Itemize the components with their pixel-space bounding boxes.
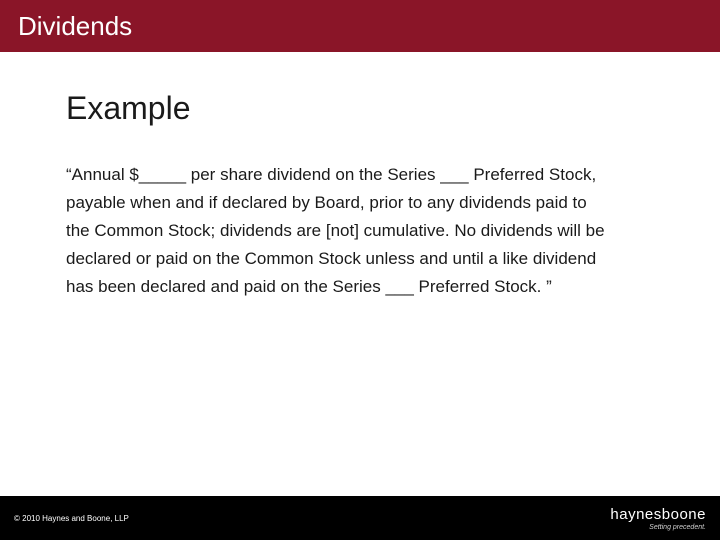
- body-text: “Annual $_____ per share dividend on the…: [66, 161, 606, 301]
- header-title: Dividends: [18, 11, 132, 42]
- logo-text-bold: boone: [662, 506, 706, 523]
- footer-logo: haynesboone Setting precedent.: [610, 506, 706, 531]
- slide: Dividends Example “Annual $_____ per sha…: [0, 0, 720, 540]
- logo-tagline: Setting precedent.: [649, 524, 706, 531]
- logo-main: haynesboone: [610, 506, 706, 523]
- copyright: © 2010 Haynes and Boone, LLP: [14, 514, 129, 523]
- header-bar: Dividends: [0, 0, 720, 52]
- subtitle: Example: [66, 90, 660, 127]
- content-region: Example “Annual $_____ per share dividen…: [66, 90, 660, 301]
- logo-text-light: haynes: [610, 506, 661, 523]
- footer-bar: © 2010 Haynes and Boone, LLP haynesboone…: [0, 496, 720, 540]
